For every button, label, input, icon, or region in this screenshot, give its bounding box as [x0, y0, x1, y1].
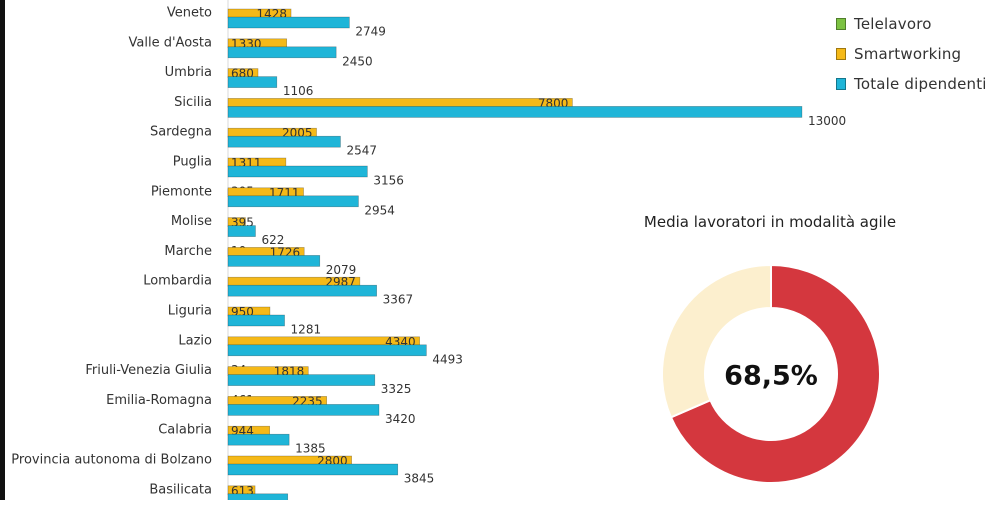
bar-totale-dipendenti-emilia-romagna — [227, 404, 380, 416]
bar-totale-dipendenti-marche — [227, 255, 321, 267]
category-label-friuli-venezia-giulia: Friuli-Venezia Giulia — [85, 363, 212, 378]
bar-totale-dipendenti-liguria — [227, 314, 285, 327]
category-label-provincia-autonoma-di-bolzano: Provincia autonoma di Bolzano — [11, 453, 212, 468]
data-label-totale-dipendenti-marche: 2079 — [326, 263, 357, 277]
donut-slice-1 — [669, 263, 881, 484]
category-label-molise: Molise — [171, 214, 212, 229]
bar-totale-dipendenti-friuli-venezia-giulia — [227, 374, 376, 386]
data-label-totale-dipendenti-provincia-autonoma-di-bolzano: 3845 — [404, 472, 435, 486]
category-label-puglia: Puglia — [173, 155, 212, 170]
bar-totale-dipendenti-lombardia — [227, 284, 377, 297]
data-label-totale-dipendenti-veneto: 2749 — [355, 25, 386, 39]
data-label-totale-dipendenti-piemonte: 2954 — [364, 203, 395, 217]
category-label-piemonte: Piemonte — [151, 184, 212, 199]
category-label-umbria: Umbria — [165, 65, 212, 80]
window-left-border — [0, 0, 5, 500]
category-label-marche: Marche — [164, 244, 212, 259]
category-label-liguria: Liguria — [168, 304, 212, 319]
category-label-calabria: Calabria — [158, 423, 212, 438]
data-label-totale-dipendenti-lazio: 4493 — [432, 352, 463, 366]
bar-totale-dipendenti-veneto — [227, 16, 350, 29]
bar-totale-dipendenti-calabria — [227, 433, 290, 446]
legend-swatch-telelavoro — [836, 18, 846, 30]
data-label-totale-dipendenti-calabria: 1385 — [295, 442, 326, 456]
category-label-emilia-romagna: Emilia-Romagna — [106, 393, 212, 408]
legend-label-smartworking: Smartworking — [854, 45, 962, 63]
category-label-sardegna: Sardegna — [150, 125, 212, 140]
bar-totale-dipendenti-piemonte — [227, 195, 359, 208]
data-label-totale-dipendenti-lombardia: 3367 — [383, 293, 414, 307]
bar-totale-dipendenti-puglia — [227, 165, 368, 178]
bar-totale-dipendenti-sardegna — [227, 135, 341, 148]
legend-label-totale-dipendenti: Totale dipendenti — [854, 75, 987, 93]
category-label-lombardia: Lombardia — [143, 274, 212, 289]
data-label-totale-dipendenti-puglia: 3156 — [373, 174, 404, 188]
legend-label-telelavoro: Telelavoro — [854, 15, 932, 33]
data-label-totale-dipendenti-sardegna: 2547 — [346, 144, 377, 158]
bar-totale-dipendenti-molise — [227, 225, 256, 237]
bar-totale-dipendenti-lazio — [227, 344, 427, 357]
data-label-totale-dipendenti-liguria: 1281 — [291, 323, 322, 337]
donut-slice-2 — [661, 263, 772, 419]
data-label-totale-dipendenti-emilia-romagna: 3420 — [385, 412, 416, 426]
legend-swatch-totale-dipendenti — [836, 78, 846, 90]
bar-smartworking-sicilia — [227, 98, 573, 108]
donut-chart-title: Media lavoratori in modalità agile — [643, 213, 897, 231]
legend-swatch-smartworking — [836, 48, 846, 60]
category-label-sicilia: Sicilia — [174, 95, 212, 110]
category-label-veneto: Veneto — [167, 6, 212, 21]
bar-totale-dipendenti-provincia-autonoma-di-bolzano — [227, 463, 399, 476]
legend-item-smartworking: Smartworking — [836, 41, 987, 67]
data-label-totale-dipendenti-valle-d-aosta: 2450 — [342, 54, 373, 68]
bar-totale-dipendenti-umbria — [227, 76, 278, 88]
category-label-basilicata: Basilicata — [149, 482, 212, 497]
category-label-lazio: Lazio — [178, 333, 212, 348]
chart-legend: Telelavoro Smartworking Totale dipendent… — [836, 11, 987, 101]
legend-item-telelavoro: Telelavoro — [836, 11, 987, 37]
category-label-valle-d-aosta: Valle d'Aosta — [129, 35, 212, 50]
data-label-totale-dipendenti-molise: 622 — [261, 233, 284, 247]
bar-totale-dipendenti-valle-d-aosta — [227, 46, 337, 59]
legend-item-totale-dipendenti: Totale dipendenti — [836, 71, 987, 97]
bar-totale-dipendenti-sicilia — [227, 106, 803, 118]
data-label-totale-dipendenti-sicilia: 13000 — [808, 114, 846, 128]
data-label-totale-dipendenti-umbria: 1106 — [283, 84, 314, 98]
donut-center-label: 68,5% — [724, 361, 818, 392]
bar-totale-dipendenti-basilicata — [227, 493, 289, 500]
donut-chart: 68,5% — [661, 263, 881, 484]
data-label-totale-dipendenti-friuli-venezia-giulia: 3325 — [381, 382, 412, 396]
